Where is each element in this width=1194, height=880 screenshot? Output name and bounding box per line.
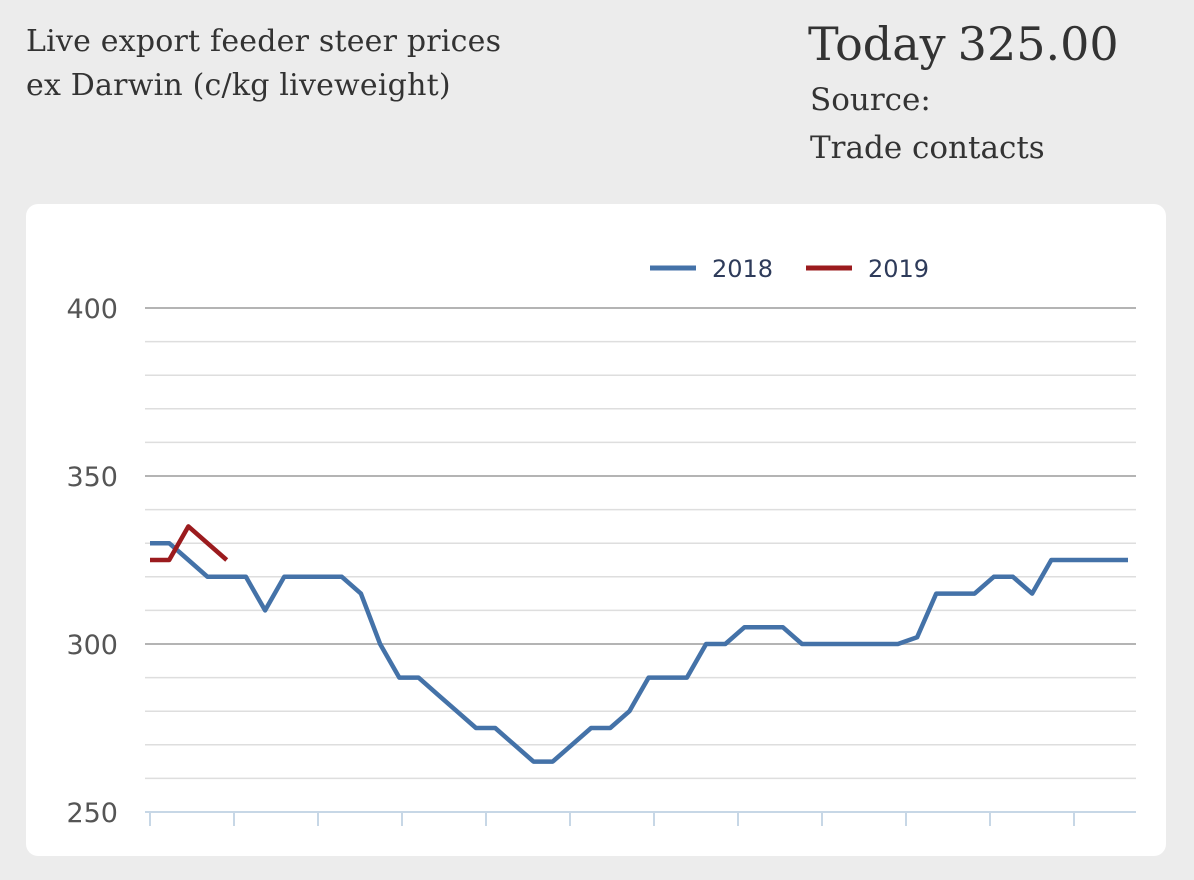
source-label: Source: — [810, 82, 931, 118]
y-tick-label: 300 — [66, 630, 118, 661]
y-axis: 400 350 300 250 — [66, 294, 118, 829]
today-price: Today 325.00 — [808, 14, 1119, 74]
chart-title-line2: ex Darwin (c/kg liveweight) — [26, 68, 451, 103]
legend-label-2018: 2018 — [712, 255, 773, 283]
chart-title: Live export feeder steer prices ex Darwi… — [26, 20, 501, 108]
today-label: Today — [808, 17, 946, 71]
y-tick-label: 400 — [66, 294, 118, 325]
legend-label-2019: 2019 — [868, 255, 929, 283]
gridlines — [145, 307, 1136, 780]
source-block: Source: Trade contacts — [810, 76, 1045, 172]
today-value: 325.00 — [957, 17, 1119, 71]
series-line-2019 — [150, 524, 229, 563]
series-line-2018 — [150, 540, 1128, 764]
y-tick-label: 250 — [66, 798, 118, 829]
series-group — [150, 524, 1128, 764]
chart-title-line1: Live export feeder steer prices — [26, 24, 502, 59]
chart-card — [26, 204, 1166, 856]
y-tick-label: 350 — [66, 462, 118, 493]
source-value: Trade contacts — [810, 130, 1045, 166]
x-axis — [145, 811, 1136, 826]
legend: 2018 2019 — [650, 255, 929, 283]
